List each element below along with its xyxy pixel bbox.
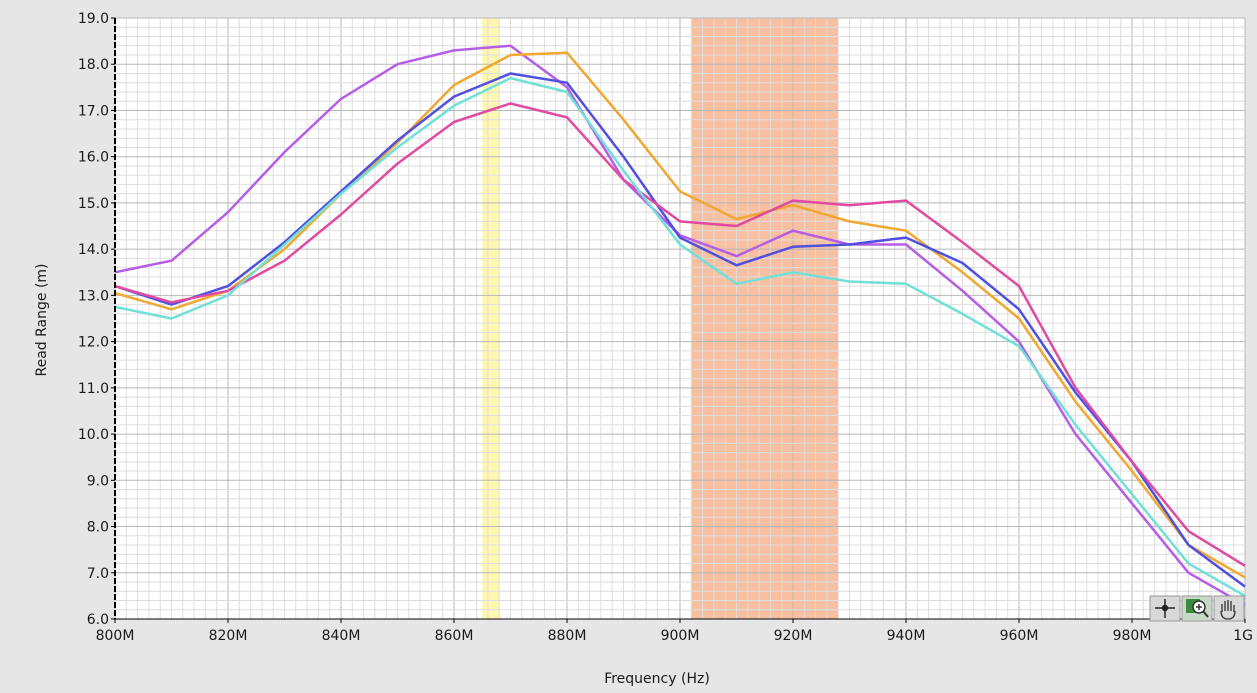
cursor-tool-button[interactable] bbox=[1149, 595, 1181, 622]
y-tick-label: 8.0 bbox=[87, 520, 109, 536]
grid-lines bbox=[114, 17, 1246, 620]
y-tick-label: 19.0 bbox=[78, 11, 109, 27]
y-tick-label: 6.0 bbox=[87, 612, 109, 628]
y-tick-label: 10.0 bbox=[78, 427, 109, 443]
series-line-0 bbox=[114, 44, 1246, 607]
y-tick-label: 15.0 bbox=[78, 196, 109, 212]
series-line-4 bbox=[114, 76, 1246, 597]
hand-icon bbox=[1220, 600, 1236, 620]
x-tick-label: 920M bbox=[774, 628, 813, 644]
zoom-tool-button[interactable] bbox=[1181, 595, 1213, 622]
x-axis-label: Frequency (Hz) bbox=[604, 671, 710, 687]
series-line-2 bbox=[114, 72, 1246, 588]
y-axis-ticks: 6.0 7.0 8.0 9.0 10.0 11.0 12.0 13.0 14.0 15.0 16.0… bbox=[78, 11, 115, 628]
graph-palette bbox=[1149, 595, 1245, 622]
x-axis-ticks: 800M 820M 840M 860M 880M 900M 920M 940M 960M 980M… bbox=[96, 619, 1253, 644]
x-tick-label: 1G bbox=[1233, 628, 1253, 644]
y-tick-label: 12.0 bbox=[78, 335, 109, 351]
x-tick-label: 940M bbox=[887, 628, 926, 644]
series-line-3 bbox=[114, 102, 1246, 567]
y-tick-label: 18.0 bbox=[78, 57, 109, 73]
y-tick-label: 9.0 bbox=[87, 473, 109, 489]
y-tick-label: 11.0 bbox=[78, 381, 109, 397]
series-line-1 bbox=[114, 51, 1246, 579]
y-tick-label: 13.0 bbox=[78, 288, 109, 304]
x-tick-label: 900M bbox=[661, 628, 700, 644]
y-axis-label: Read Range (m) bbox=[34, 263, 50, 376]
frequency-band-1 bbox=[691, 18, 839, 619]
y-tick-label: 16.0 bbox=[78, 150, 109, 166]
x-tick-label: 960M bbox=[1000, 628, 1039, 644]
x-tick-label: 980M bbox=[1113, 628, 1152, 644]
x-tick-label: 840M bbox=[322, 628, 361, 644]
pan-tool-button[interactable] bbox=[1213, 595, 1245, 622]
zoom-icon bbox=[1186, 599, 1209, 618]
y-tick-label: 14.0 bbox=[78, 242, 109, 258]
y-tick-label: 17.0 bbox=[78, 103, 109, 119]
series-lines bbox=[114, 44, 1246, 607]
frequency-band-0 bbox=[482, 18, 500, 619]
x-tick-label: 860M bbox=[435, 628, 474, 644]
y-tick-label: 7.0 bbox=[87, 566, 109, 582]
frequency-bands bbox=[482, 18, 839, 619]
x-tick-label: 880M bbox=[548, 628, 587, 644]
x-tick-label: 800M bbox=[96, 628, 135, 644]
crosshair-icon bbox=[1155, 599, 1175, 618]
x-tick-label: 820M bbox=[209, 628, 248, 644]
